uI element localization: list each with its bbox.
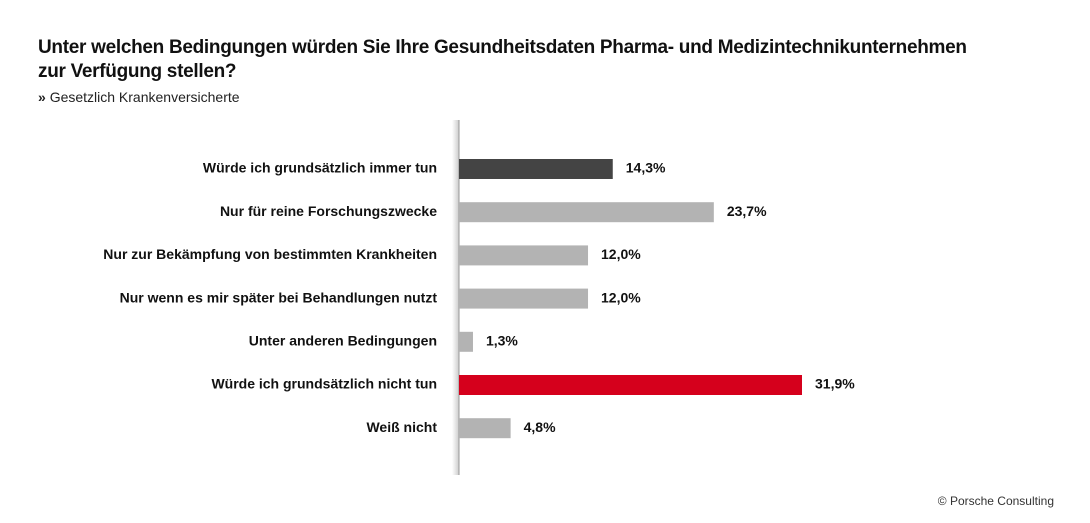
category-label: Nur wenn es mir später bei Behandlungen … [120, 289, 438, 305]
value-label: 4,8% [524, 419, 556, 435]
category-label: Nur für reine Forschungszwecke [220, 203, 437, 219]
bar [459, 245, 589, 266]
value-label: 12,0% [601, 246, 641, 262]
subtitle-row: » Gesetzlich Krankenversicherte [38, 89, 240, 105]
chart-title: Unter welchen Bedingungen würden Sie Ihr… [38, 37, 967, 82]
value-label: 23,7% [727, 203, 767, 219]
chart-subtitle: Gesetzlich Krankenversicherte [49, 89, 240, 105]
value-label: 1,3% [486, 333, 518, 349]
bar [459, 159, 613, 179]
category-label: Unter anderen Bedingungen [249, 333, 437, 349]
bar [459, 331, 473, 352]
category-label: Weiß nicht [366, 419, 437, 435]
bar [459, 202, 714, 223]
category-label: Nur zur Bekämpfung von bestimmten Krankh… [103, 246, 437, 262]
value-label: 14,3% [626, 160, 666, 176]
bar [459, 375, 802, 395]
value-label: 12,0% [601, 289, 641, 305]
category-label: Würde ich grundsätzlich immer tun [203, 160, 437, 176]
chevron-icon: » [38, 89, 46, 105]
bar [459, 418, 511, 439]
source: © Porsche Consulting [938, 494, 1054, 508]
value-label: 31,9% [815, 376, 855, 392]
axis-shadow [452, 120, 459, 475]
category-label: Würde ich grundsätzlich nicht tun [211, 376, 437, 392]
bar [459, 288, 589, 309]
